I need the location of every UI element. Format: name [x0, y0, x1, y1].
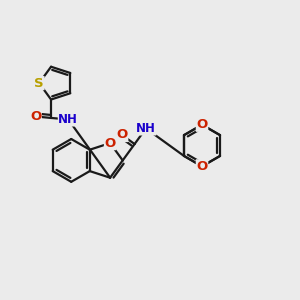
Text: O: O — [196, 160, 208, 173]
Text: O: O — [196, 118, 208, 131]
Text: S: S — [34, 76, 44, 90]
Text: NH: NH — [136, 122, 156, 135]
Text: NH: NH — [58, 113, 78, 126]
Text: O: O — [30, 110, 41, 123]
Text: O: O — [116, 128, 128, 142]
Text: O: O — [104, 136, 116, 150]
